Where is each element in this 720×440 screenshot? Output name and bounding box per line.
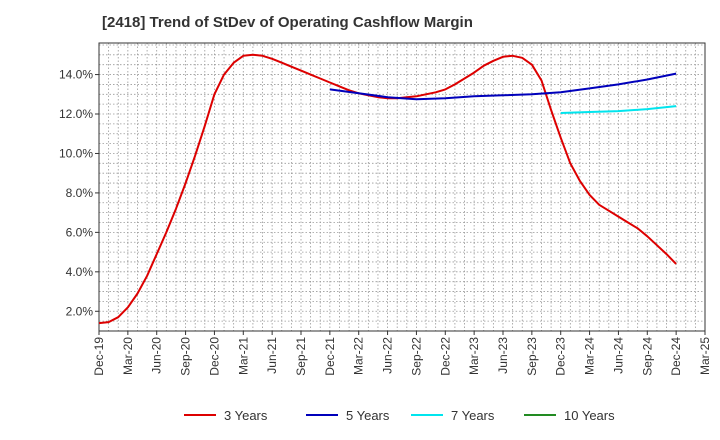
x-tick-label: Dec-20: [207, 337, 221, 376]
y-tick-label: 2.0%: [66, 304, 94, 318]
y-tick-label: 8.0%: [66, 186, 94, 200]
x-tick-label: Mar-23: [467, 337, 481, 375]
legend-label: 3 Years: [224, 408, 268, 423]
x-tick-label: Dec-24: [669, 337, 683, 376]
series-line-3-years: [98, 53, 677, 325]
x-tick-label: Sep-21: [294, 337, 308, 376]
y-tick-label: 4.0%: [66, 265, 94, 279]
y-tick-label: 6.0%: [66, 225, 94, 239]
x-tick-label: Dec-23: [554, 337, 568, 376]
x-tick-label: Jun-21: [265, 337, 279, 374]
x-tick-label: Jun-20: [150, 337, 164, 374]
series-line-7-years: [560, 105, 677, 114]
x-tick-label: Jun-22: [381, 337, 395, 374]
x-tick-label: Dec-21: [323, 337, 337, 376]
x-tick-label: Mar-21: [236, 337, 250, 375]
x-tick-label: Sep-23: [525, 337, 539, 376]
x-tick-label: Mar-25: [698, 337, 712, 375]
y-tick-label: 10.0%: [59, 146, 93, 160]
y-tick-label: 12.0%: [59, 107, 93, 121]
series-line-5-years: [329, 72, 677, 101]
legend-label: 7 Years: [451, 408, 495, 423]
x-tick-label: Dec-22: [438, 337, 452, 376]
x-tick-label: Jun-24: [611, 337, 625, 374]
plot-area-border: [98, 42, 706, 332]
legend-label: 10 Years: [564, 408, 615, 423]
x-tick-label: Jun-23: [496, 337, 510, 374]
y-tick-label: 14.0%: [59, 68, 93, 82]
chart-title: [2418] Trend of StDev of Operating Cashf…: [102, 14, 473, 31]
x-tick-label: Sep-22: [409, 337, 423, 376]
x-tick-label: Mar-24: [583, 337, 597, 375]
x-tick-label: Mar-22: [352, 337, 366, 375]
x-tick-label: Sep-20: [179, 337, 193, 376]
x-tick-label: Sep-24: [640, 337, 654, 376]
x-tick-label: Dec-19: [92, 337, 106, 376]
legend-label: 5 Years: [346, 408, 390, 423]
x-tick-label: Mar-20: [121, 337, 135, 375]
